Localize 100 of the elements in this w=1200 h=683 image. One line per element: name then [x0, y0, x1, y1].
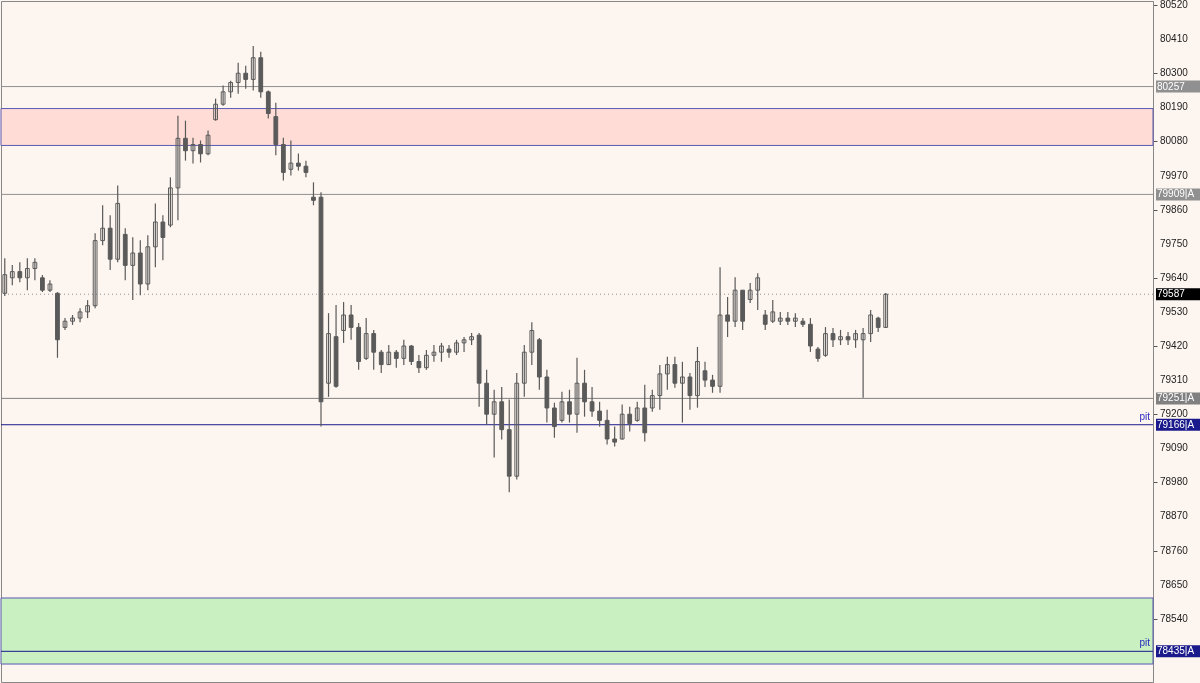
y-tick-label: 79530 [1160, 305, 1189, 317]
candlestick [567, 389, 572, 424]
candlestick [243, 65, 249, 90]
candlestick [183, 120, 188, 162]
candlestick [589, 386, 595, 418]
candlestick [702, 361, 708, 388]
candlestick [431, 344, 437, 363]
candlestick [582, 369, 587, 418]
ref-line-label: 79166|A [1157, 418, 1195, 430]
candlestick [32, 257, 38, 281]
candlestick [220, 85, 226, 107]
y-tick-label: 80520 [1160, 0, 1189, 11]
y-tick-label: 79970 [1160, 169, 1189, 181]
candlestick [303, 160, 309, 178]
candlestick [597, 401, 602, 428]
y-tick-label: 79200 [1160, 408, 1189, 420]
ref-line-label: 79909|A [1157, 188, 1195, 200]
candlestick [732, 276, 738, 328]
y-tick-label: 79750 [1160, 237, 1189, 249]
candlestick [755, 272, 761, 311]
candlestick [130, 236, 136, 301]
candlestick [115, 184, 121, 263]
candlestick [657, 364, 663, 411]
candlestick [521, 344, 527, 398]
candlestick [62, 317, 68, 331]
candlestick [491, 389, 497, 459]
candlestick [800, 317, 806, 328]
candlestick [619, 403, 625, 441]
candlestick [341, 301, 346, 344]
candlestick [649, 389, 655, 413]
candlestick [808, 317, 813, 353]
candlestick [762, 309, 768, 331]
candlestick [439, 342, 444, 363]
y-tick-label: 79420 [1160, 339, 1189, 351]
candlestick [868, 309, 874, 343]
candlestick [363, 317, 369, 361]
y-tick-label: 79640 [1160, 271, 1189, 283]
candlestick [446, 344, 452, 359]
candlestick [830, 327, 836, 348]
candlestick [770, 299, 776, 324]
ref-line-label: 78435|A [1157, 645, 1195, 657]
y-tick-label: 79860 [1160, 203, 1189, 215]
candlestick [725, 296, 730, 338]
candlestick [168, 176, 173, 228]
candlestick [514, 372, 520, 481]
candlestick [461, 336, 467, 353]
candlestick [175, 115, 181, 221]
y-tick-label: 80190 [1160, 101, 1189, 113]
candlestick [695, 346, 700, 409]
candlestick [326, 312, 331, 398]
ref-line-label: 79587 [1157, 288, 1186, 300]
candlestick [311, 181, 316, 206]
candlestick [574, 357, 580, 434]
candlestick [559, 391, 565, 424]
y-tick-label: 80410 [1160, 33, 1189, 45]
candlestick [627, 406, 633, 433]
candlestick [100, 204, 106, 246]
candlestick [160, 214, 166, 261]
candlestick [680, 361, 685, 424]
candlestick [235, 62, 241, 95]
annotation: pit [1139, 637, 1151, 649]
candlestick [845, 331, 851, 346]
candlestick [77, 307, 83, 323]
candlestick [823, 326, 828, 358]
y-tick-label: 79090 [1160, 442, 1189, 454]
y-tick-label: 78650 [1160, 578, 1189, 590]
candlestick [265, 89, 271, 120]
candlestick [424, 349, 429, 371]
candlestick [92, 232, 98, 309]
candlestick [408, 344, 414, 366]
candlestick [416, 354, 422, 374]
candlestick [747, 282, 753, 304]
y-tick-label: 80080 [1160, 135, 1189, 147]
candlestick [717, 266, 723, 394]
y-tick-label: 80300 [1160, 67, 1189, 79]
candlestick [348, 304, 354, 341]
candlestick [529, 321, 535, 366]
candlestick [152, 202, 158, 268]
candlestick [883, 292, 889, 329]
candlestick [17, 261, 23, 283]
ref-line-label: 80257 [1157, 80, 1186, 92]
y-tick-label: 78760 [1160, 544, 1189, 556]
candlestick [386, 344, 392, 366]
candlestick [612, 425, 618, 448]
candlestick [552, 402, 557, 439]
candlestick [2, 257, 8, 297]
candlestick [198, 139, 203, 164]
candlestick [371, 329, 377, 371]
candlestick [145, 234, 151, 291]
candlestick [47, 279, 53, 293]
candlestick [9, 264, 15, 286]
candlestick [672, 356, 678, 389]
candlestick [378, 349, 384, 374]
candlestick [664, 356, 670, 391]
candlestick [860, 327, 866, 399]
candlestick [288, 139, 294, 177]
candlestick [24, 257, 30, 291]
y-tick-label: 78540 [1160, 612, 1189, 624]
ref-line-label: 79251|A [1157, 392, 1195, 404]
candlestick [401, 339, 407, 366]
